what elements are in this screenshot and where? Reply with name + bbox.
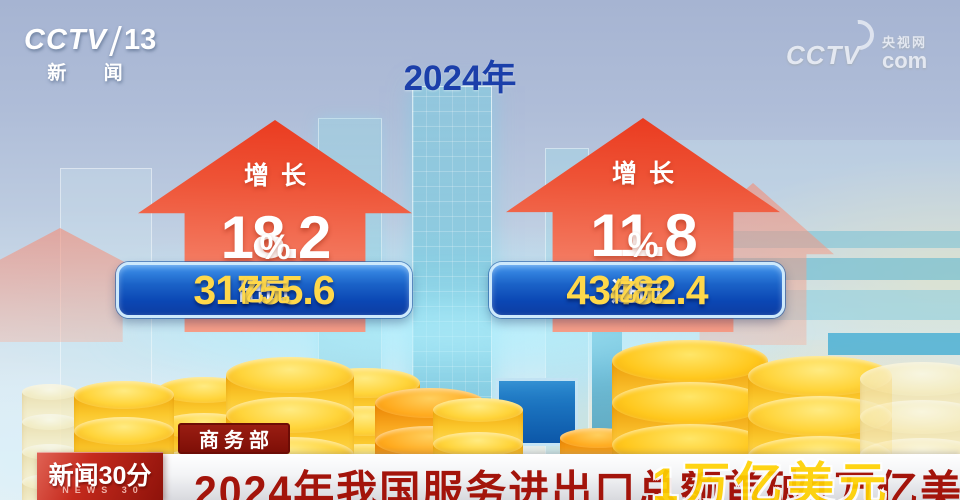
percent-sign: % xyxy=(627,226,659,265)
headline-overlay: 1万亿美元 xyxy=(652,458,892,500)
headline: 2024年我国服务进出口总额首破1万亿美元 xyxy=(194,467,960,500)
growth-label: 增长 xyxy=(611,160,686,188)
percent-sign: % xyxy=(259,228,291,267)
metric-unit: 亿元 xyxy=(237,276,290,307)
source-tag: 商务部 xyxy=(178,423,290,454)
channel-logo-number: 13 xyxy=(124,24,157,56)
glass-stripe xyxy=(828,333,960,355)
channel-logo-slash xyxy=(109,26,122,56)
year-label: 2024年 xyxy=(403,59,517,98)
watermark-brand: CCTV xyxy=(786,40,861,70)
program-logo: 新闻30分 NEWS 30 xyxy=(37,452,163,500)
metric-value: 31755.6 xyxy=(193,266,335,313)
growth-value: 11.8 % xyxy=(506,184,780,266)
cctv-watermark: CCTV 央视网 com xyxy=(786,13,946,76)
program-title: 新闻30分 xyxy=(48,462,152,490)
metric-label: 出口 xyxy=(237,276,290,307)
export-value-box: 出口 31755.6 亿元 xyxy=(116,262,412,318)
metric-unit: 亿元 xyxy=(610,276,663,307)
growth-percent-number: 11.8 xyxy=(590,202,697,269)
channel-logo-name: 新 闻 xyxy=(47,63,139,84)
headline-band xyxy=(148,454,960,500)
metric-label: 进口 xyxy=(610,276,663,307)
growth-percent-number: 18.2 xyxy=(220,204,332,271)
import-value-box: 进口 43482.4 亿元 xyxy=(489,262,785,318)
metric-value: 43482.4 xyxy=(566,266,708,313)
watermark-domain: com xyxy=(882,48,928,73)
growth-value: 18.2 % xyxy=(138,186,412,268)
channel-logo-brand: CCTV xyxy=(24,24,107,56)
watermark-site-name: 央视网 xyxy=(882,35,928,50)
program-subtitle: NEWS 30 xyxy=(62,485,144,495)
channel-logo: CCTV 13 新 闻 xyxy=(18,24,158,84)
growth-label: 增长 xyxy=(243,162,318,190)
